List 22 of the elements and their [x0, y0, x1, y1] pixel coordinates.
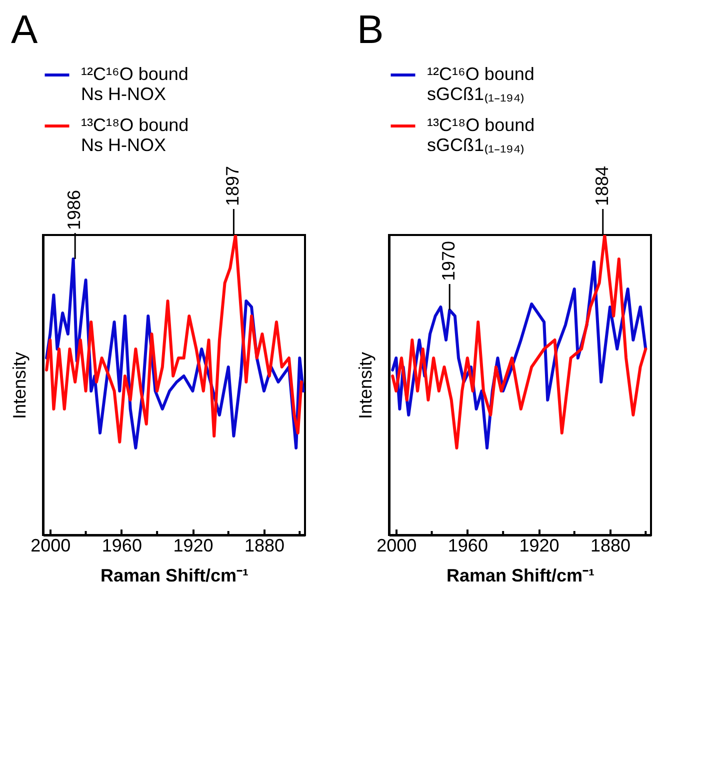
annotation: 1884	[592, 166, 612, 206]
x-tick-label: 1960	[448, 536, 488, 556]
legend-label: ¹²C¹⁶O bound Ns H-NOX	[81, 64, 188, 104]
chart-title: B	[357, 8, 384, 52]
y-axis-title: Intensity	[10, 352, 30, 420]
legend-label: ¹³C¹⁸O bound Ns H-NOX	[81, 115, 189, 155]
x-axis-title: Raman Shift/cm⁻¹	[100, 566, 249, 586]
annotation: 1897	[222, 166, 243, 206]
chart-title: A	[11, 8, 38, 52]
x-tick-label: 2000	[30, 536, 71, 556]
y-axis-title: Intensity	[356, 352, 376, 420]
x-tick-label: 1880	[244, 536, 285, 556]
x-tick-label: 1960	[102, 536, 142, 556]
legend-label: ¹²C¹⁶O bound sGCß1₍₁₋₁₉₄₎	[427, 64, 534, 104]
x-tick-label: 1920	[173, 536, 214, 556]
x-tick-label: 1880	[590, 536, 631, 556]
x-tick-label: 2000	[376, 536, 417, 556]
x-axis-title: Raman Shift/cm⁻¹	[446, 566, 595, 586]
legend-label: ¹³C¹⁸O bound sGCß1₍₁₋₁₉₄₎	[427, 115, 535, 155]
annotation: 1986	[64, 190, 84, 230]
x-tick-label: 1920	[519, 536, 560, 556]
annotation: 1970	[438, 240, 459, 281]
